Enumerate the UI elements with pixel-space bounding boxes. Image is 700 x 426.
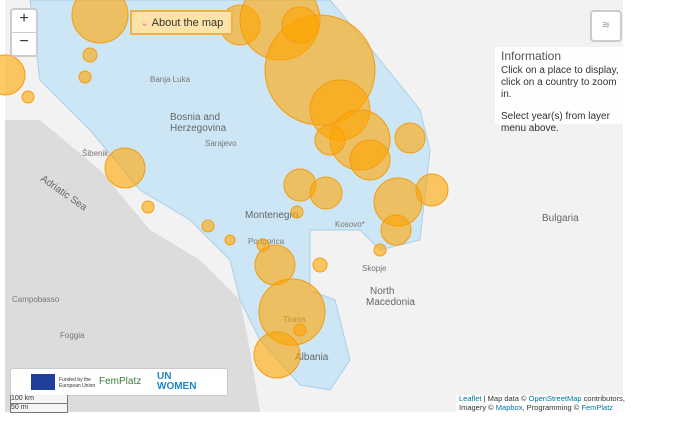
link[interactable]: Leaflet [459,394,482,403]
place-label: North [370,286,394,297]
place-label: Bosnia and [170,112,220,123]
eu-text: Funded by the European Union [59,377,95,389]
text: | Map data © [481,394,529,403]
place-marker[interactable] [314,124,346,156]
place-marker[interactable] [256,238,270,252]
layers-button[interactable]: ≋ [590,10,622,42]
logos: Funded by the European Union FemPlatz UN W… [10,368,228,396]
place-label: Banja Luka [150,75,191,84]
place-marker[interactable] [71,0,129,44]
place-marker[interactable] [373,243,387,257]
place-label: Montenegro [245,210,299,221]
zoom-out[interactable]: − [19,33,29,50]
place-marker[interactable] [253,331,301,379]
place-marker[interactable] [224,234,236,246]
place-marker[interactable] [104,147,146,189]
place-marker[interactable] [394,122,426,154]
place-label: Bulgaria [542,213,579,224]
about-text: About the map [151,17,224,29]
info-line: Click on a place to display, [501,65,619,76]
place-label: Herzegovina [170,123,227,134]
un: UN [157,371,172,382]
scale-bar: 100 km 50 mi [10,395,68,413]
info-title: Information [501,49,562,63]
place-marker[interactable] [349,139,391,181]
place-label: Kosovo* [335,220,365,229]
place-label: Foggia [60,331,85,340]
femplatz-logo: FemPlatz [99,376,142,387]
eu-line: European Union [59,383,96,389]
place-marker[interactable] [290,205,304,219]
place-marker[interactable] [78,70,92,84]
info-line: menu above. [501,123,559,134]
eu-flag [31,374,55,390]
info-line: click on a country to zoom in. [501,77,617,100]
text: , Programming © [522,402,582,412]
link[interactable]: Mapbox [495,402,523,412]
text: Imagery © [459,402,496,412]
place-label: Skopje [362,264,387,273]
place-label: Šibenik [82,149,109,158]
zoom-in[interactable]: + [12,10,36,33]
place-marker[interactable] [281,6,319,44]
about-button[interactable]: ⌄ About the map [130,10,234,35]
place-label: Sarajevo [205,139,237,148]
chevron: ⌄ [140,17,152,29]
link[interactable]: OpenStreetMap [528,394,582,403]
place-marker[interactable] [201,219,215,233]
place-marker[interactable] [82,47,98,63]
place-marker[interactable] [293,323,307,337]
text: contributors, [581,394,625,403]
place-marker[interactable] [309,176,343,210]
place-marker[interactable] [312,257,328,273]
sea [5,120,260,412]
zoom-control: + − [10,8,38,57]
place-label: Macedonia [366,297,415,308]
place-marker[interactable] [415,173,449,207]
place-marker[interactable] [141,200,155,214]
info-line: Select year(s) from layer [501,111,610,122]
place-marker[interactable] [380,214,412,246]
scale-mi: 50 mi [11,404,29,411]
eu-line: Funded by the [59,377,91,383]
info-panel: Information Click on a place to display,… [495,47,629,134]
scale-km: 100 km [11,395,67,404]
women: WOMEN [157,381,197,392]
place-label: Campobasso [12,295,60,304]
place-marker[interactable] [0,54,26,96]
attribution: Leaflet | Map data © OpenStreetMap contr… [456,394,626,412]
place-label: Albania [295,352,329,363]
place-marker[interactable] [21,90,35,104]
unwomen-logo: UN WOMEN [157,372,196,392]
link[interactable]: FemPlatz [581,402,614,412]
